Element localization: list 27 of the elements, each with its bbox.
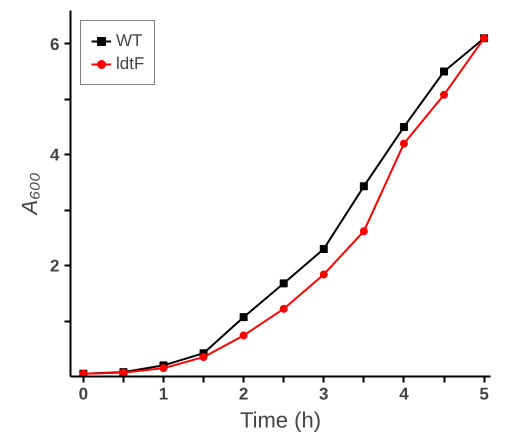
point bbox=[400, 122, 408, 131]
y-tick-label: 2 bbox=[50, 256, 60, 276]
y-tick-label: 4 bbox=[50, 146, 60, 165]
point bbox=[440, 68, 448, 76]
y-tick-label: 6 bbox=[50, 34, 60, 54]
legend-label: WT bbox=[116, 31, 142, 51]
x-tick-label: 0 bbox=[78, 384, 88, 404]
point bbox=[360, 227, 368, 236]
x-axis-title: Time (h) bbox=[240, 408, 322, 432]
x-tick-label: 1 bbox=[158, 384, 168, 404]
point bbox=[240, 331, 248, 340]
point bbox=[240, 313, 248, 322]
x-tick-label: 4 bbox=[399, 384, 410, 404]
point bbox=[320, 244, 328, 253]
point bbox=[440, 90, 448, 99]
point bbox=[360, 182, 368, 190]
point bbox=[159, 364, 168, 372]
point bbox=[280, 279, 288, 288]
point bbox=[200, 353, 208, 362]
point bbox=[320, 270, 328, 278]
x-tick-label: 3 bbox=[319, 384, 329, 404]
legend-label: ldtF bbox=[116, 54, 144, 74]
x-tick-label: 5 bbox=[479, 384, 489, 404]
point bbox=[400, 140, 408, 148]
point bbox=[280, 304, 288, 313]
x-tick-label: 2 bbox=[238, 384, 248, 404]
y-axis-title: A₆₀₀ bbox=[17, 172, 42, 217]
